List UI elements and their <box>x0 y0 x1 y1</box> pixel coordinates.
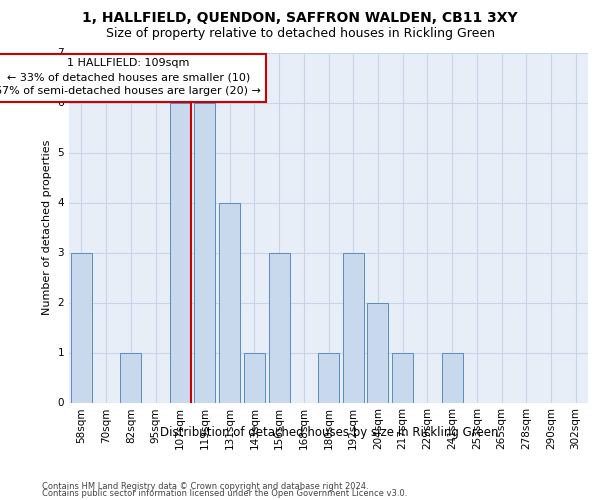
Bar <box>269 252 290 402</box>
Text: Size of property relative to detached houses in Rickling Green: Size of property relative to detached ho… <box>106 28 494 40</box>
Bar <box>244 352 265 403</box>
Bar <box>343 252 364 402</box>
Bar <box>194 102 215 403</box>
Text: Contains public sector information licensed under the Open Government Licence v3: Contains public sector information licen… <box>42 490 407 498</box>
Bar <box>318 352 339 403</box>
Y-axis label: Number of detached properties: Number of detached properties <box>42 140 52 315</box>
Bar <box>442 352 463 403</box>
Text: Contains HM Land Registry data © Crown copyright and database right 2024.: Contains HM Land Registry data © Crown c… <box>42 482 368 491</box>
Bar <box>170 102 191 403</box>
Bar <box>71 252 92 402</box>
Bar <box>392 352 413 403</box>
Bar <box>219 202 240 402</box>
Text: Distribution of detached houses by size in Rickling Green: Distribution of detached houses by size … <box>160 426 498 439</box>
Bar <box>367 302 388 402</box>
Text: 1 HALLFIELD: 109sqm
← 33% of detached houses are smaller (10)
67% of semi-detach: 1 HALLFIELD: 109sqm ← 33% of detached ho… <box>0 58 261 96</box>
Bar <box>120 352 141 403</box>
Text: 1, HALLFIELD, QUENDON, SAFFRON WALDEN, CB11 3XY: 1, HALLFIELD, QUENDON, SAFFRON WALDEN, C… <box>82 11 518 25</box>
